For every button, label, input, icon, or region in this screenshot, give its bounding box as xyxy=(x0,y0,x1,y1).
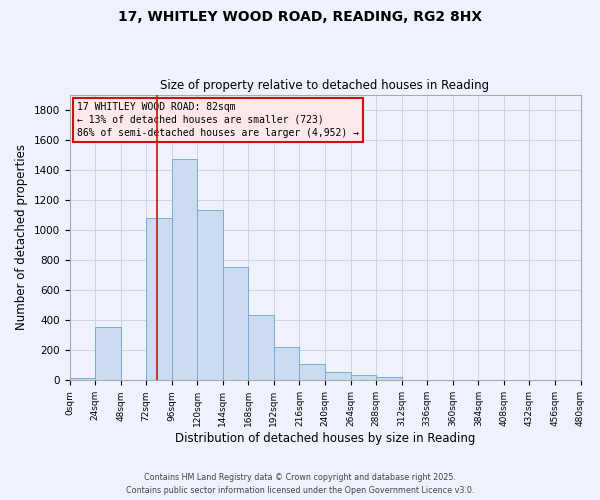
Text: 17 WHITLEY WOOD ROAD: 82sqm
← 13% of detached houses are smaller (723)
86% of se: 17 WHITLEY WOOD ROAD: 82sqm ← 13% of det… xyxy=(77,102,359,138)
X-axis label: Distribution of detached houses by size in Reading: Distribution of detached houses by size … xyxy=(175,432,475,445)
Bar xyxy=(223,267,248,380)
Text: 17, WHITLEY WOOD ROAD, READING, RG2 8HX: 17, WHITLEY WOOD ROAD, READING, RG2 8HX xyxy=(118,10,482,24)
Bar xyxy=(325,372,350,380)
Title: Size of property relative to detached houses in Reading: Size of property relative to detached ho… xyxy=(160,79,490,92)
Bar xyxy=(376,378,401,380)
Bar xyxy=(95,327,121,380)
Bar xyxy=(172,159,197,380)
Text: Contains HM Land Registry data © Crown copyright and database right 2025.
Contai: Contains HM Land Registry data © Crown c… xyxy=(126,474,474,495)
Y-axis label: Number of detached properties: Number of detached properties xyxy=(15,144,28,330)
Bar xyxy=(197,210,223,380)
Bar xyxy=(248,315,274,380)
Bar xyxy=(70,378,95,380)
Bar xyxy=(299,364,325,380)
Bar xyxy=(350,375,376,380)
Bar xyxy=(146,218,172,380)
Bar xyxy=(274,346,299,380)
